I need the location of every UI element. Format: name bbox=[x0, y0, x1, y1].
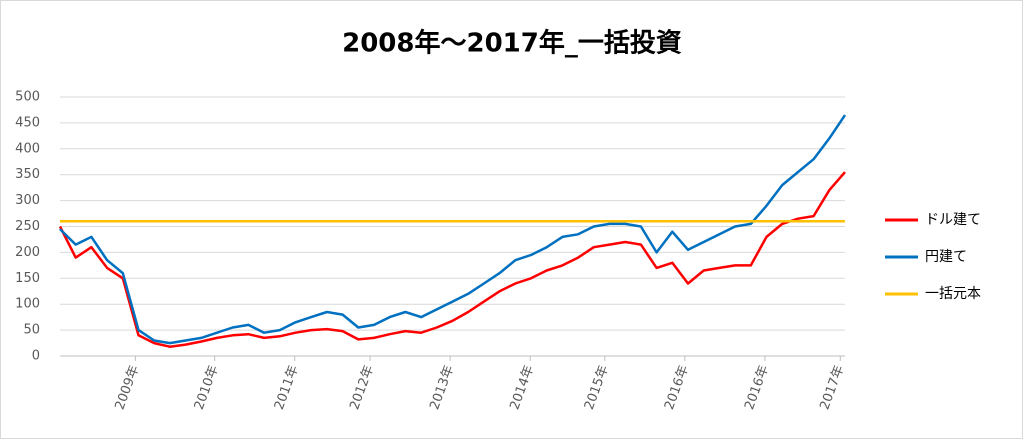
y-tick-label: 250 bbox=[15, 219, 40, 234]
y-tick-label: 300 bbox=[15, 193, 40, 208]
series-line bbox=[59, 114, 847, 345]
legend-label: 一括元本 bbox=[925, 286, 981, 302]
y-tick-label: 350 bbox=[15, 167, 40, 182]
y-tick-label: 450 bbox=[15, 115, 40, 130]
chart-title: 2008年～2017年_一括投資 bbox=[342, 28, 682, 59]
legend-label: ドル建て bbox=[925, 212, 981, 228]
y-tick-label: 100 bbox=[15, 297, 40, 312]
y-tick-label: 200 bbox=[15, 245, 40, 260]
legend-label: 円建て bbox=[925, 249, 967, 265]
y-tick-label: 50 bbox=[23, 323, 40, 338]
y-tick-label: 150 bbox=[15, 271, 40, 286]
y-tick-label: 0 bbox=[32, 349, 40, 364]
y-tick-label: 400 bbox=[15, 141, 40, 156]
series-line bbox=[58, 171, 846, 348]
y-tick-label: 500 bbox=[15, 90, 40, 105]
